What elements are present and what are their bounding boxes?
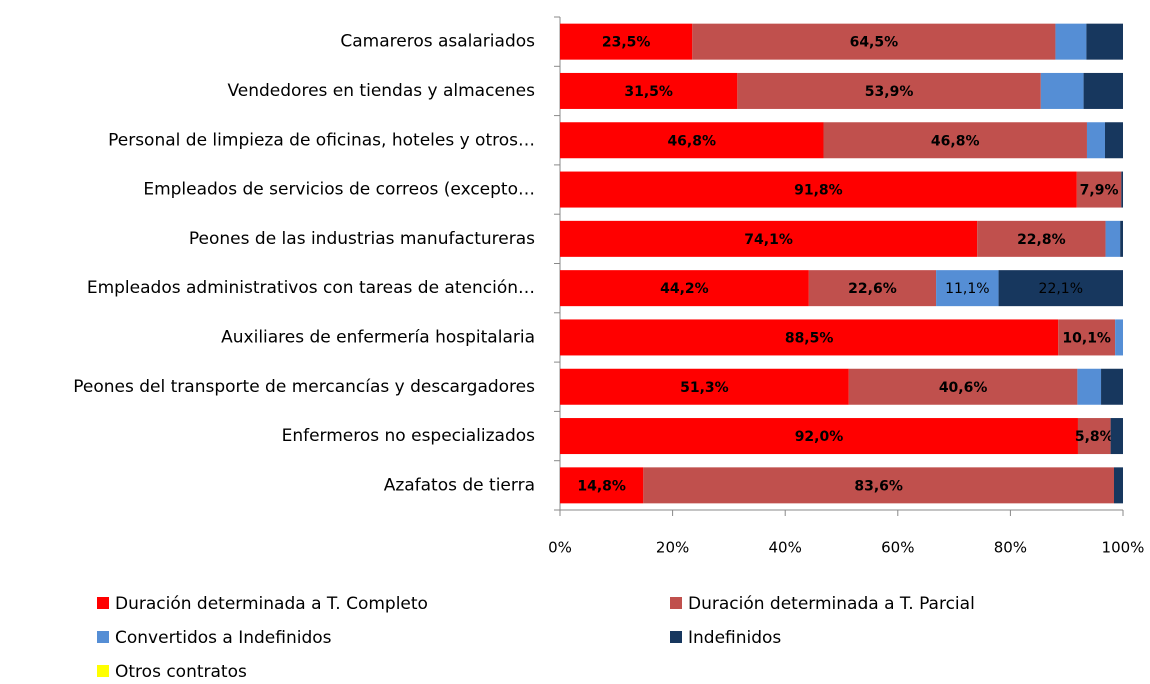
category-label: Azafatos de tierra — [384, 475, 535, 495]
bar-segment — [1040, 72, 1084, 109]
bar-segment — [1120, 220, 1123, 257]
category-label: Peones del transporte de mercancías y de… — [73, 377, 535, 397]
bar-segment — [560, 319, 1059, 356]
bar-segment — [998, 270, 1123, 307]
bar-segment — [560, 220, 978, 257]
x-tick-label: 60% — [881, 539, 914, 557]
legend-swatch — [670, 597, 682, 609]
data-label: 74,1% — [744, 232, 793, 248]
data-label: 22,8% — [1017, 232, 1066, 248]
bar-segment — [1101, 368, 1123, 405]
legend-swatch — [97, 597, 109, 609]
bar-segment — [560, 368, 849, 405]
data-label: 10,1% — [1062, 330, 1111, 346]
data-label: 88,5% — [785, 330, 834, 346]
bar-segment — [560, 122, 824, 159]
bar-segment — [1104, 122, 1123, 159]
data-label: 46,8% — [931, 133, 980, 149]
bar-segment — [1077, 368, 1102, 405]
data-label: 11,1% — [945, 281, 989, 297]
data-label: 7,9% — [1080, 183, 1119, 199]
legend-label: Otros contratos — [115, 662, 247, 682]
category-label: Vendedores en tiendas y almacenes — [227, 81, 535, 101]
legend-label: Convertidos a Indefinidos — [115, 628, 332, 648]
bar-segment — [1105, 220, 1121, 257]
data-label: 22,1% — [1039, 281, 1083, 297]
bar-segment — [1110, 418, 1123, 455]
x-tick-label: 0% — [548, 539, 572, 557]
legend-swatch — [97, 631, 109, 643]
bar-segment — [692, 23, 1056, 60]
x-tick-label: 100% — [1102, 539, 1145, 557]
data-label: 40,6% — [939, 380, 988, 396]
data-label: 5,8% — [1075, 429, 1114, 445]
bar-segment — [560, 270, 809, 307]
category-label: Personal de limpieza de oficinas, hotele… — [108, 130, 535, 150]
bar-segment — [560, 171, 1077, 208]
data-label: 53,9% — [865, 84, 914, 100]
bar-segment — [1086, 23, 1123, 60]
bar-segment — [560, 72, 738, 109]
category-label: Peones de las industrias manufactureras — [189, 229, 535, 249]
x-tick-label: 20% — [656, 539, 689, 557]
data-label: 83,6% — [854, 478, 903, 494]
category-label: Enfermeros no especializados — [282, 426, 536, 446]
bar-segment — [643, 467, 1114, 504]
bar-segment — [560, 23, 693, 60]
bar-segment — [1113, 467, 1123, 504]
category-label: Empleados de servicios de correos (excep… — [143, 180, 535, 200]
bar-segment — [1055, 23, 1087, 60]
category-label: Camareros asalariados — [340, 32, 535, 52]
bar-segment — [936, 270, 999, 307]
data-label: 92,0% — [795, 429, 844, 445]
bar-segment — [808, 270, 937, 307]
bar-segment — [1086, 122, 1105, 159]
bar-segment — [1121, 171, 1123, 208]
bar-segment — [560, 418, 1078, 455]
category-label: Auxiliares de enfermería hospitalaria — [221, 327, 535, 347]
legend-label: Duración determinada a T. Completo — [115, 594, 428, 614]
bar-segment — [560, 467, 644, 504]
x-tick-label: 80% — [994, 539, 1027, 557]
bar-segment — [1115, 319, 1123, 356]
data-label: 23,5% — [602, 35, 651, 51]
bar-segment — [1058, 319, 1116, 356]
data-label: 91,8% — [794, 183, 843, 199]
legend-label: Indefinidos — [688, 628, 781, 648]
category-label: Empleados administrativos con tareas de … — [87, 278, 535, 298]
legend-swatch — [97, 665, 109, 677]
data-label: 31,5% — [624, 84, 673, 100]
data-label: 22,6% — [848, 281, 897, 297]
bar-segment — [1077, 418, 1111, 455]
data-label: 14,8% — [577, 478, 626, 494]
data-label: 44,2% — [660, 281, 709, 297]
data-label: 51,3% — [680, 380, 729, 396]
bar-segment — [1083, 72, 1123, 109]
legend-label: Duración determinada a T. Parcial — [688, 594, 975, 614]
bar-segment — [848, 368, 1078, 405]
bar-segment — [823, 122, 1087, 159]
x-tick-label: 40% — [769, 539, 802, 557]
data-label: 64,5% — [850, 35, 899, 51]
bar-segment — [977, 220, 1106, 257]
legend-swatch — [670, 631, 682, 643]
data-label: 46,8% — [667, 133, 716, 149]
bar-segment — [1076, 171, 1122, 208]
bar-segment — [737, 72, 1041, 109]
